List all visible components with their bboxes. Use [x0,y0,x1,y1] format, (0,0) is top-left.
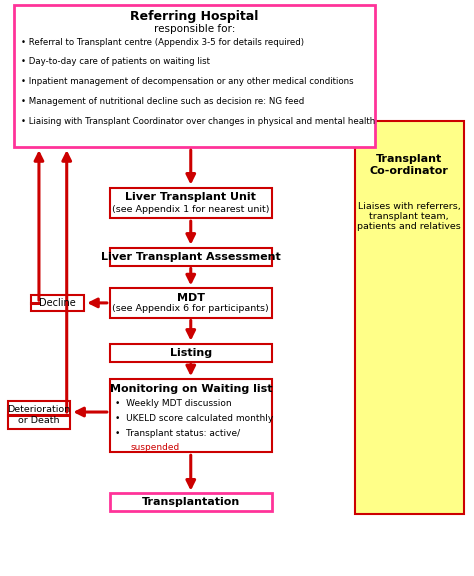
Text: • Inpatient management of decompensation or any other medical conditions: • Inpatient management of decompensation… [21,77,354,86]
Text: Monitoring on Waiting list: Monitoring on Waiting list [109,384,272,394]
FancyBboxPatch shape [110,343,272,362]
FancyBboxPatch shape [8,401,71,429]
Text: •  Weekly MDT discussion: • Weekly MDT discussion [115,399,232,408]
Text: • Management of nutritional decline such as decision re: NG feed: • Management of nutritional decline such… [21,97,304,106]
Text: Liver Transplant Unit: Liver Transplant Unit [125,192,256,202]
FancyBboxPatch shape [110,379,272,452]
FancyBboxPatch shape [31,295,84,312]
Text: •  Transplant status: active/: • Transplant status: active/ [115,429,240,438]
Text: • Liaising with Transplant Coordinator over changes in physical and mental healt: • Liaising with Transplant Coordinator o… [21,117,375,126]
Text: Liver Transplant Assessment: Liver Transplant Assessment [101,252,281,262]
FancyBboxPatch shape [110,494,272,511]
Text: (see Appendix 6 for participants): (see Appendix 6 for participants) [112,304,269,313]
FancyBboxPatch shape [110,188,272,218]
Text: •  UKELD score calculated monthly: • UKELD score calculated monthly [115,414,273,423]
Text: Referring Hospital: Referring Hospital [130,10,259,23]
Text: • Day-to-day care of patients on waiting list: • Day-to-day care of patients on waiting… [21,58,210,66]
Text: Transplantation: Transplantation [142,498,240,507]
Text: Transplant
Co-ordinator: Transplant Co-ordinator [370,154,449,176]
Text: Listing: Listing [170,347,212,358]
Text: Deterioration
or Death: Deterioration or Death [8,406,71,425]
Text: suspended: suspended [130,444,179,452]
FancyBboxPatch shape [110,288,272,317]
FancyBboxPatch shape [355,122,464,514]
Text: (see Appendix 1 for nearest unit): (see Appendix 1 for nearest unit) [112,204,270,214]
FancyBboxPatch shape [110,248,272,266]
Text: Liaises with referrers,
transplant team,
patients and relatives: Liaises with referrers, transplant team,… [357,202,461,232]
Text: MDT: MDT [177,293,205,303]
Text: • Referral to Transplant centre (Appendix 3-5 for details required): • Referral to Transplant centre (Appendi… [21,37,304,47]
Text: responsible for:: responsible for: [154,24,235,35]
Text: Decline: Decline [39,298,76,308]
FancyBboxPatch shape [14,5,375,147]
